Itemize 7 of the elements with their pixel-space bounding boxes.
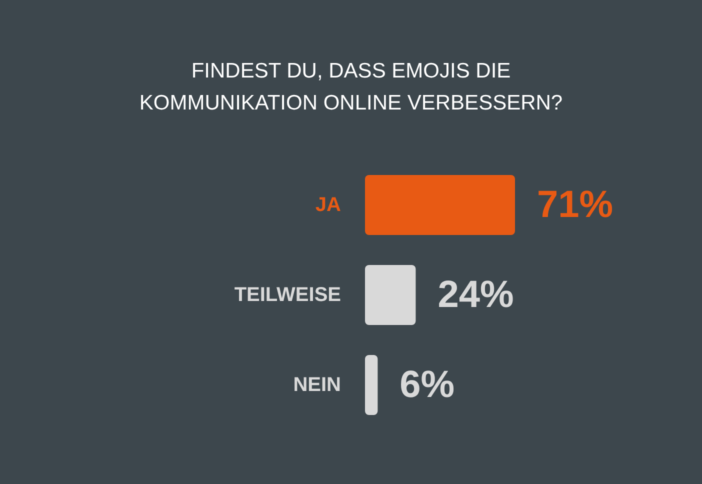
data-label: 24% — [438, 274, 514, 316]
data-label: 6% — [400, 364, 455, 406]
data-label: 71% — [537, 184, 614, 226]
y-tick-label: JA — [315, 194, 341, 216]
y-tick-label: NEIN — [293, 374, 341, 396]
y-tick-label: TEILWEISE — [234, 284, 341, 306]
chart-title: FINDEST DU, DASS EMOJIS DIE KOMMUNIKATION ONLINE VERBESSERN? — [139, 60, 563, 114]
